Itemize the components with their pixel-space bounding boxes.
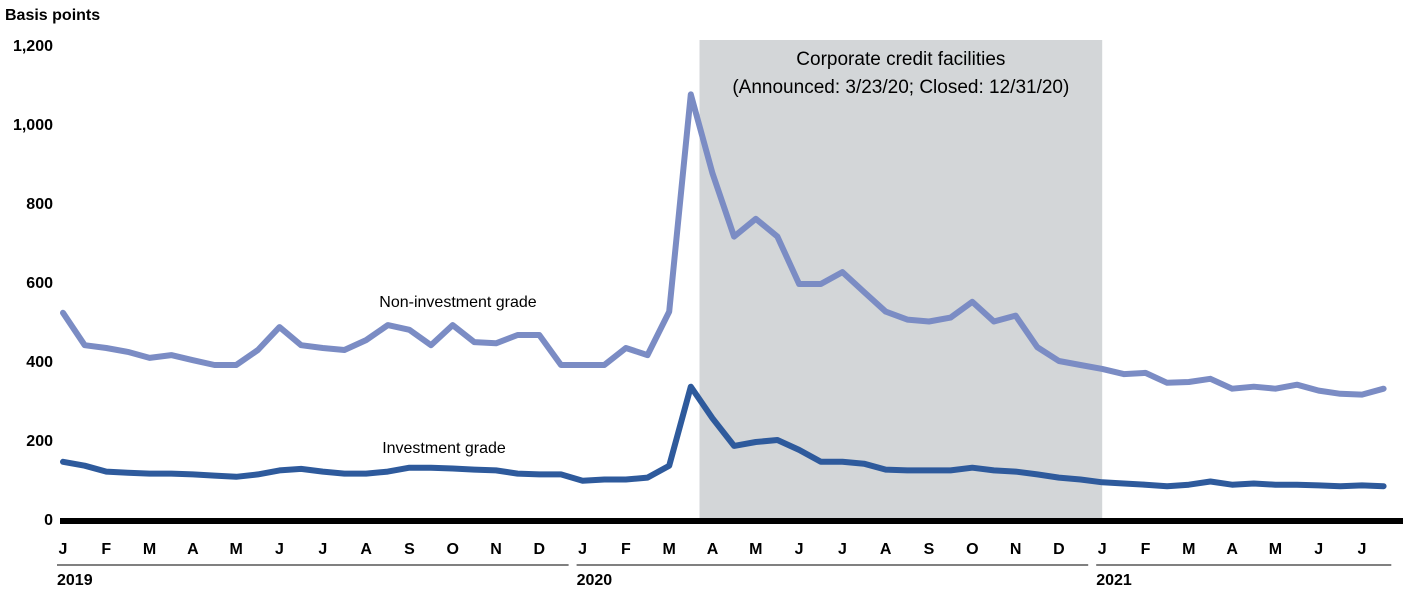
x-tick-label: J [1314,541,1323,558]
x-tick-label: F [621,541,631,558]
y-tick-label: 600 [26,275,53,292]
year-label: 2019 [57,572,93,589]
x-tick-label: A [360,541,372,558]
x-tick-label: D [1053,541,1065,558]
x-tick-label: J [838,541,847,558]
x-tick-label: O [446,541,458,558]
x-tick-label: F [101,541,111,558]
x-tick-label: A [880,541,892,558]
y-tick-label: 1,000 [13,117,53,134]
x-tick-label: M [143,541,156,558]
x-tick-label: J [1098,541,1107,558]
y-axis-label: Basis points [5,7,100,24]
x-tick-label: M [1269,541,1282,558]
y-tick-label: 800 [26,196,53,213]
x-tick-label: A [187,541,199,558]
x-tick-label: M [663,541,676,558]
x-tick-label: N [490,541,502,558]
x-tick-label: A [1226,541,1238,558]
x-tick-label: M [1182,541,1195,558]
x-tick-label: M [749,541,762,558]
x-tick-label: J [578,541,587,558]
x-tick-label: S [404,541,415,558]
shaded-region [699,40,1103,521]
x-tick-label: J [318,541,327,558]
x-tick-label: A [707,541,719,558]
x-tick-label: J [275,541,284,558]
x-tick-label: M [230,541,243,558]
x-tick-label: J [1358,541,1367,558]
x-tick-label: J [795,541,804,558]
annotation: Corporate credit facilities [796,49,1005,70]
x-tick-label: F [1141,541,1151,558]
series-label: Non-investment grade [379,294,537,311]
x-tick-label: S [924,541,935,558]
series-line [60,91,1387,398]
y-tick-label: 0 [44,512,53,529]
x-tick-label: N [1010,541,1022,558]
x-tick-label: D [534,541,546,558]
y-tick-label: 1,200 [13,38,53,55]
year-label: 2021 [1096,572,1132,589]
series-line [60,383,1387,490]
year-label: 2020 [577,572,613,589]
series-label: Investment grade [382,440,506,457]
y-tick-label: 200 [26,433,53,450]
y-tick-label: 400 [26,354,53,371]
x-tick-label: O [966,541,978,558]
annotation: (Announced: 3/23/20; Closed: 12/31/20) [732,77,1069,98]
x-tick-label: J [59,541,68,558]
